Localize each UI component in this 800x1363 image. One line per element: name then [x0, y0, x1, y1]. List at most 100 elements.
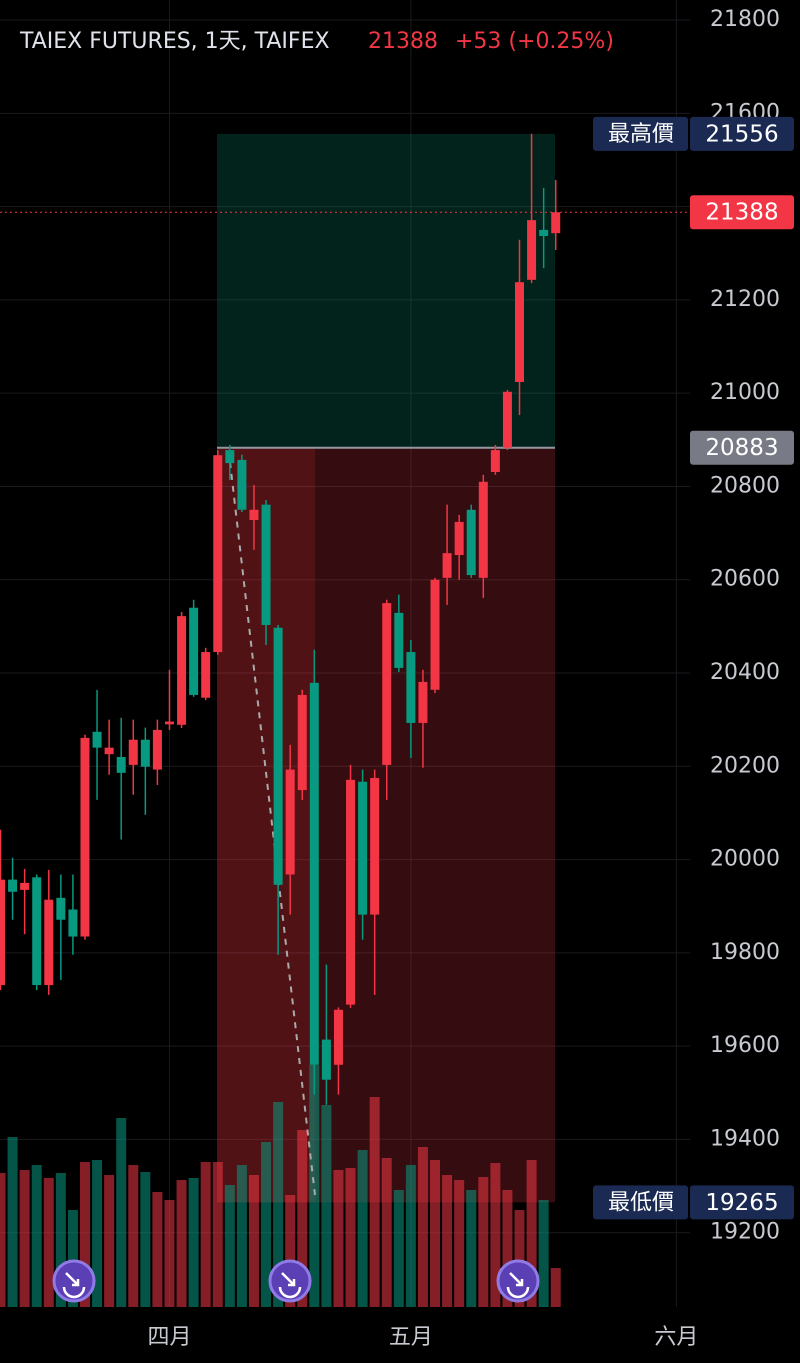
candle-body — [321, 1039, 331, 1080]
volume-bar — [128, 1165, 139, 1307]
candle-body — [68, 909, 78, 937]
candle-body — [346, 779, 356, 1005]
candle-body — [261, 504, 271, 625]
volume-bar — [393, 1190, 404, 1307]
volume-bar — [321, 1105, 332, 1307]
price-label-value: 19265 — [705, 1190, 778, 1216]
volume-bar — [490, 1163, 501, 1307]
candle-body — [225, 450, 235, 464]
candle-body — [213, 455, 223, 653]
candle-body — [140, 739, 150, 767]
volume-bar — [55, 1173, 66, 1307]
volume-bar — [176, 1180, 187, 1307]
volume-bar — [442, 1175, 453, 1307]
y-tick-label: 21200 — [710, 287, 780, 312]
volume-bar — [454, 1180, 465, 1307]
candle-body — [418, 681, 428, 723]
volume-bar — [345, 1168, 356, 1307]
candle-body — [201, 652, 211, 698]
volume-bar — [478, 1177, 489, 1307]
volume-bar — [261, 1142, 272, 1307]
candle-body — [490, 450, 500, 473]
candle-body — [297, 694, 307, 791]
candle-body — [32, 877, 42, 986]
candle-body — [333, 1009, 343, 1065]
change: +53 (+0.25%) — [455, 29, 614, 54]
y-tick-label: 20400 — [710, 660, 780, 685]
symbol: TAIEX FUTURES, 1天, TAIFEX — [19, 29, 330, 54]
x-tick-label: 六月 — [654, 1325, 698, 1350]
candle-body — [177, 616, 187, 725]
candle-body — [309, 682, 319, 1065]
price-label-value: 21556 — [705, 121, 778, 147]
volume-bar — [188, 1178, 199, 1307]
volume-bar — [67, 1210, 78, 1307]
volume-bar — [140, 1172, 151, 1307]
price-label-box — [690, 430, 794, 465]
position-tool — [217, 133, 555, 1203]
candle-body — [515, 282, 525, 382]
price-labels: 21556 最高價 21388 20883 19265 最低價 — [593, 116, 794, 1220]
volume-bar — [7, 1137, 18, 1307]
volume-bar — [538, 1200, 549, 1307]
volume-bar — [430, 1160, 441, 1307]
price-label-name: 最低價 — [608, 1190, 674, 1215]
price-label-box — [690, 1185, 794, 1220]
event-icon — [268, 1259, 312, 1303]
price-label-name: 最高價 — [608, 122, 674, 147]
price-label-name-box — [593, 1185, 688, 1220]
volume-bar — [381, 1158, 392, 1307]
y-tick-label: 19800 — [710, 940, 780, 965]
candle-body — [56, 897, 66, 920]
candle-body — [44, 899, 54, 986]
price-label-value: 21388 — [705, 200, 778, 226]
candle-body — [406, 652, 416, 723]
candle-body — [0, 879, 5, 986]
volume-bar — [466, 1190, 477, 1307]
volume-bar — [297, 1130, 308, 1307]
candle-body — [285, 769, 295, 875]
price-label-value: 20883 — [705, 435, 778, 461]
y-tick-label: 20600 — [710, 567, 780, 592]
candle-body — [152, 729, 162, 770]
candle-body — [116, 756, 126, 773]
profit-zone — [217, 133, 555, 448]
candle-body — [527, 220, 537, 280]
volume-bar — [309, 1065, 320, 1307]
last-price: 21388 — [368, 29, 438, 54]
y-tick-label: 21000 — [710, 380, 780, 405]
volume-bar — [212, 1162, 223, 1307]
event-icon — [52, 1259, 96, 1303]
candle-body — [189, 607, 199, 695]
volume-bar — [116, 1118, 127, 1307]
volume-bar — [248, 1175, 259, 1307]
volume-bar — [19, 1170, 30, 1307]
grid — [0, 0, 690, 1307]
x-tick-label: 四月 — [147, 1325, 191, 1350]
y-tick-label: 19200 — [710, 1220, 780, 1245]
price-label-name-box — [593, 116, 688, 151]
volume-bar — [152, 1192, 163, 1307]
volume-bar — [0, 1173, 6, 1307]
y-tick-label: 19600 — [710, 1033, 780, 1058]
y-tick-label: 21800 — [710, 7, 780, 32]
candle-body — [478, 481, 488, 578]
volume-bar — [92, 1160, 103, 1307]
candles — [0, 133, 690, 1105]
candle-body — [454, 521, 464, 556]
volume-bar — [550, 1268, 561, 1307]
volume-bar — [31, 1165, 42, 1307]
volume-bar — [224, 1185, 235, 1307]
volume-bar — [333, 1170, 344, 1307]
candle-body — [370, 777, 380, 915]
y-tick-label: 20800 — [710, 473, 780, 498]
candle-body — [20, 882, 30, 890]
x-tick-label: 五月 — [389, 1325, 433, 1350]
candle-body — [382, 603, 392, 765]
volume-bar — [79, 1162, 90, 1307]
event-icon — [496, 1259, 540, 1303]
candle-body — [92, 731, 102, 748]
volume-bar — [43, 1178, 54, 1307]
volume-bar — [285, 1195, 296, 1307]
